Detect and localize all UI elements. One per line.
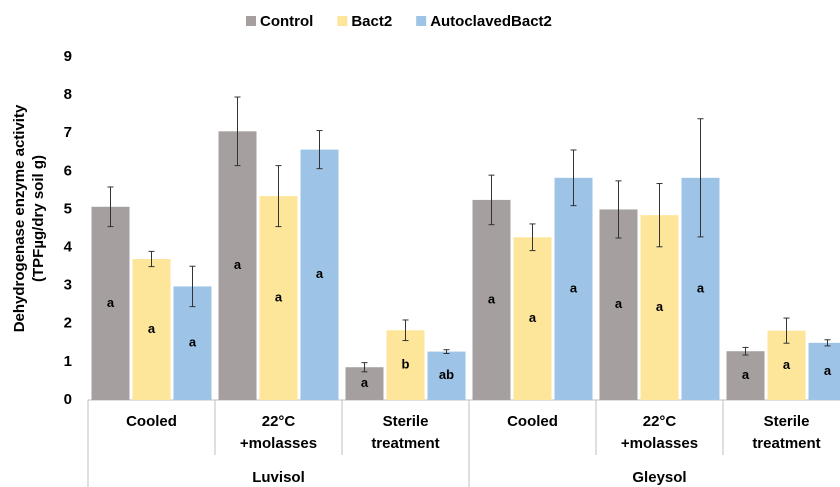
error-bar [234,96,241,167]
error-bar [570,149,577,207]
significance-letter: a [824,363,832,378]
bar [513,237,552,400]
group-label: Luvisol [252,469,305,486]
significance-letter: a [275,289,283,304]
bar [259,196,298,400]
y-tick-label: 6 [64,162,72,179]
error-bar [824,339,831,347]
significance-letter: a [316,266,324,281]
y-tick-label: 2 [64,315,72,332]
y-axis-label: (TPFµg/dry soil g) [30,155,47,282]
bar [218,131,257,401]
error-bar [783,317,790,344]
error-bar [742,346,749,356]
y-tick-label: 7 [64,124,72,141]
x-tick-label: Sterile [764,413,810,430]
error-bar [443,349,450,355]
y-tick-label: 4 [64,239,73,256]
legend-swatch [416,16,427,26]
x-tick-label: Cooled [507,413,558,430]
significance-letter: a [656,299,664,314]
error-bar [615,180,622,239]
error-bar [107,186,114,228]
legend-swatch [337,16,348,26]
significance-letter: a [234,257,242,272]
bar [472,199,511,400]
bar [599,209,638,400]
significance-letter: b [402,357,410,372]
x-tick-label: +molasses [621,435,698,452]
bar [91,206,130,400]
error-bar [488,174,495,226]
significance-letter: a [783,357,791,372]
group-label: Gleysol [632,469,686,486]
significance-letter: a [697,280,705,295]
legend-swatch [246,16,256,26]
x-tick-label: 22°C [643,413,677,430]
error-bar [189,265,196,308]
error-bar [529,223,536,252]
error-bar [148,250,155,268]
y-axis-label: Dehydrogenase enzyme activity [11,104,28,332]
significance-letter: a [742,367,750,382]
significance-letter: ab [439,367,454,382]
significance-letter: a [189,335,197,350]
y-tick-label: 5 [64,200,72,217]
x-tick-label: +molasses [240,435,317,452]
legend-label: Bact2 [351,13,392,30]
significance-letter: a [148,321,156,336]
bar [300,149,339,400]
y-tick-label: 1 [64,353,72,370]
x-tick-label: 22°C [262,413,296,430]
y-tick-label: 8 [64,86,72,103]
y-tick-label: 3 [64,277,72,294]
significance-letter: a [615,296,623,311]
error-bar [402,319,409,342]
y-tick-label: 9 [64,48,72,65]
significance-letter: a [570,280,578,295]
bar [427,351,466,400]
bar [808,342,840,400]
error-bar [361,362,368,373]
significance-letter: a [529,310,537,325]
legend-label: AutoclavedBact2 [430,13,552,30]
x-tick-label: treatment [371,435,439,452]
significance-letter: a [107,295,115,310]
y-tick-label: 0 [64,391,72,408]
legend-label: Control [260,13,313,30]
error-bar [316,130,323,170]
error-bar [275,165,282,228]
x-tick-label: treatment [752,435,820,452]
bar [345,367,384,400]
significance-letter: a [488,291,496,306]
bar [386,330,425,400]
bar [726,351,765,400]
significance-letter: a [361,375,369,390]
x-tick-label: Sterile [383,413,429,430]
bar [554,177,593,400]
error-bar [656,183,663,248]
error-bar [697,118,704,238]
x-tick-label: Cooled [126,413,177,430]
bar [132,258,171,400]
